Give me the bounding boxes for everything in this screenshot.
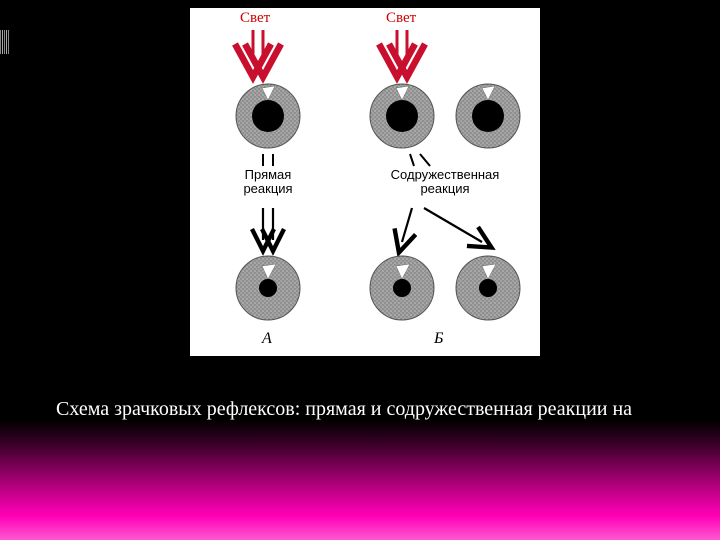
- light-arrow-a: [253, 30, 263, 62]
- pupil-reflex-figure: Свет Свет: [190, 8, 540, 356]
- reaction-label-a: Прямаяреакция: [238, 168, 298, 197]
- tick-b2: [420, 154, 430, 166]
- arrow-a-down: [263, 208, 273, 240]
- light-arrow-b: [397, 30, 407, 62]
- eye-b-bottom-right: [456, 256, 520, 320]
- panel-letter-a: А: [262, 330, 272, 348]
- eye-a-bottom: [236, 256, 300, 320]
- eye-b-top-left: [370, 84, 434, 148]
- tick-b1: [410, 154, 414, 166]
- arrow-b-left: [402, 208, 412, 242]
- slide: Свет Свет: [0, 0, 720, 540]
- arrow-b-right: [424, 208, 482, 242]
- bottom-gradient: [0, 420, 720, 540]
- eye-b-top-right: [456, 84, 520, 148]
- eye-b-bottom-left: [370, 256, 434, 320]
- eye-a-top: [236, 84, 300, 148]
- edge-artifact: [0, 30, 10, 54]
- reaction-label-b: Содружественнаяреакция: [380, 168, 510, 197]
- panel-letter-b: Б: [434, 330, 443, 348]
